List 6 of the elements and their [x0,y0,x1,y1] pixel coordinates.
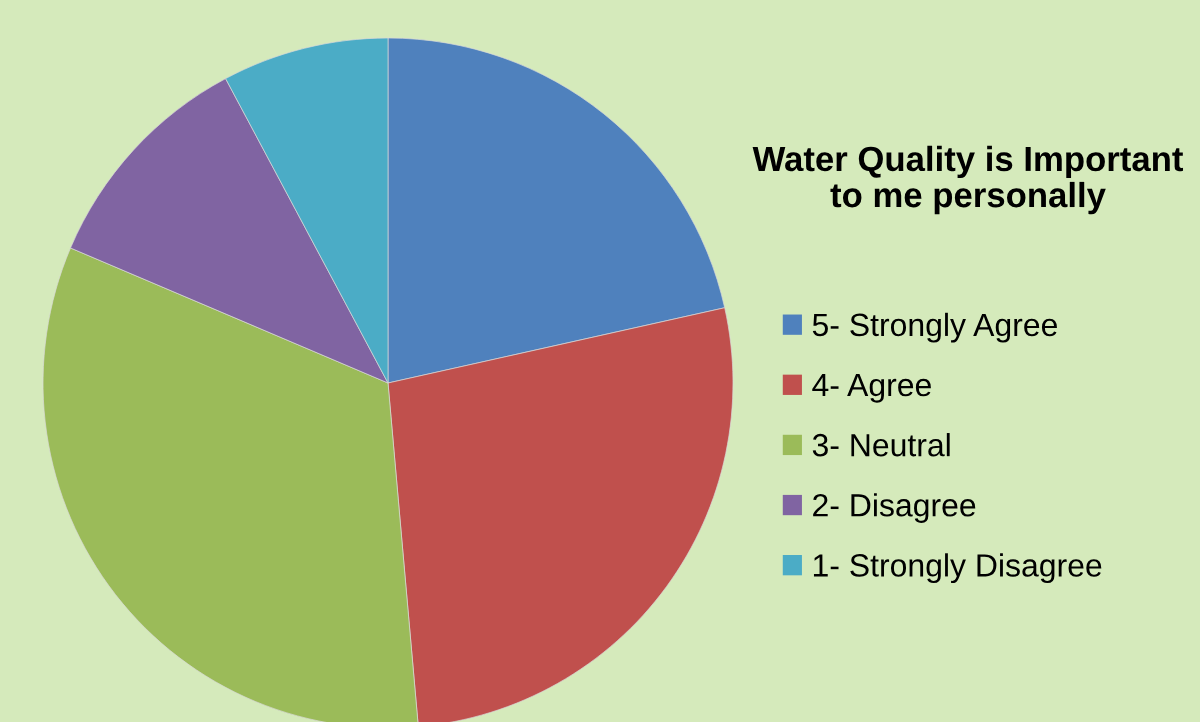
legend-label: 3- Neutral [812,433,950,457]
legend-label: 2- Disagree [813,493,976,523]
legend-label: 1- Strongly Disagree [813,553,1102,584]
legend-label: 4- Agree [812,374,931,403]
legend-label: 5- Strongly Agree [812,312,1057,343]
text: Water Quality is Important to me personally [752,145,1184,215]
